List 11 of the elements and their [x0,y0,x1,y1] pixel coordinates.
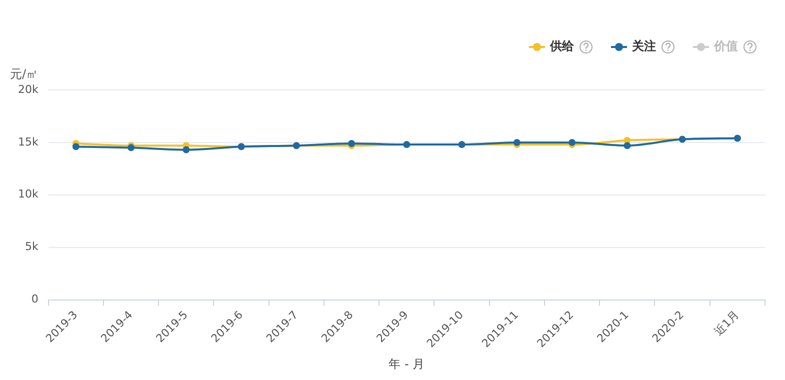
legend-label: 供给 [550,38,574,55]
y-axis-title: 元/㎡ [10,66,38,83]
legend-label: 价值 [714,38,738,55]
y-tick-label: 10k [18,188,39,201]
y-tick-label: 20k [18,82,39,96]
legend-label: 关注 [632,38,656,55]
y-tick-label: 0 [31,292,38,306]
x-tick-label: 近1月 [712,308,742,338]
x-axis-title: 年 - 月 [388,356,425,371]
y-tick-label: 5k [24,240,39,254]
y-tick-label: 15k [18,135,39,148]
